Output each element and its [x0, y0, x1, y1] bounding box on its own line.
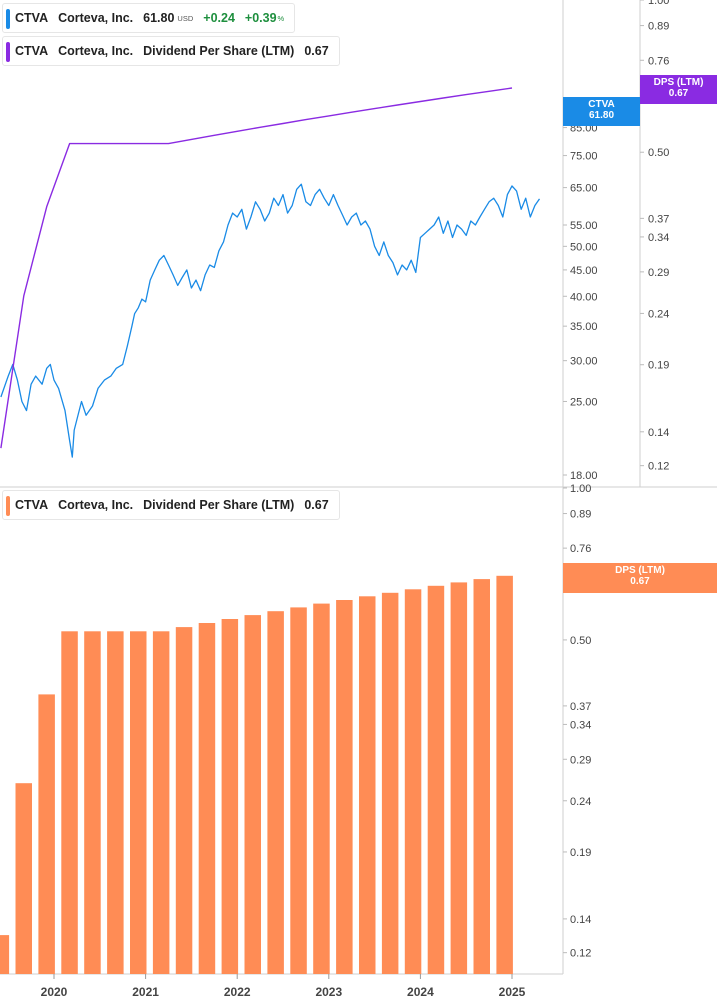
- dps-bottom-flag-label: DPS (LTM): [615, 565, 665, 576]
- legend-price-value: 61.80: [143, 11, 175, 25]
- dps-bar: [38, 694, 55, 974]
- legend-price-change: +0.24: [203, 11, 235, 25]
- legend-price-currency: USD: [177, 13, 194, 23]
- dps-top-axis-tick-label: 0.29: [648, 267, 669, 279]
- x-axis-tick-label: 2025: [499, 985, 526, 999]
- dps-bar: [244, 615, 261, 974]
- dps-top-axis-tick-label: 0.34: [648, 232, 669, 244]
- dps-bar: [473, 579, 490, 974]
- legend-dps-bottom-value: 0.67: [304, 498, 329, 512]
- dps-bar: [152, 631, 170, 974]
- price-axis-tick-label: 65.00: [570, 183, 598, 195]
- dps-bar: [381, 592, 399, 974]
- x-axis-tick-label: 2023: [315, 985, 342, 999]
- dps-bar: [198, 623, 216, 974]
- dps-top-axis-tick-label: 0.89: [648, 21, 669, 33]
- legend-dps-bottom-name: Corteva, Inc.: [58, 498, 134, 512]
- dps-top-axis-tick-label: 0.50: [648, 147, 669, 159]
- legend-price-ticker: CTVA: [15, 11, 49, 25]
- legend-dps-bottom-metric: Dividend Per Share (LTM): [143, 498, 295, 512]
- price-axis-tick-label: 55.00: [570, 220, 598, 232]
- dps-bottom-axis-tick-label: 0.34: [570, 719, 591, 731]
- dps-bar: [336, 600, 353, 974]
- dps-bar: [84, 631, 101, 974]
- price-axis-tick-label: 40.00: [570, 291, 598, 303]
- dps-bar: [15, 783, 32, 974]
- dps-bottom-axis-tick-label: 0.37: [570, 701, 591, 713]
- dps-bottom-axis-tick-label: 0.76: [570, 543, 591, 555]
- legend-dps-top-name: Corteva, Inc.: [58, 44, 134, 58]
- price-axis-tick-label: 35.00: [570, 321, 598, 333]
- dps-bar: [107, 631, 124, 974]
- legend-price-pct-sign: %: [277, 13, 285, 23]
- price-axis-tick-label: 75.00: [570, 151, 598, 163]
- dps-top-axis-tick-label: 0.19: [648, 360, 669, 372]
- dps-top-axis-tick-label: 1.00: [648, 0, 669, 7]
- legend-dps-top-value: 0.67: [304, 44, 329, 58]
- x-axis-tick-label: 2022: [224, 985, 251, 999]
- dps-bottom-axis-tick-label: 0.14: [570, 914, 591, 926]
- price-flag: CTVA 61.80: [563, 97, 640, 126]
- dps-bar: [267, 611, 284, 974]
- dps-bar: [313, 603, 330, 974]
- dps-bar: [404, 589, 422, 974]
- legend-dps-top-ticker: CTVA: [15, 44, 49, 58]
- legend-dps-bottom[interactable]: CTVA Corteva, Inc. Dividend Per Share (L…: [2, 490, 340, 520]
- dps-bottom-flag-value: 0.67: [630, 576, 650, 587]
- legend-dps-bottom-swatch: [6, 496, 10, 516]
- dps-bottom-axis-tick-label: 0.19: [570, 847, 591, 859]
- price-axis-tick-label: 18.00: [570, 470, 598, 482]
- dps-bottom-axis-tick-label: 0.50: [570, 635, 591, 647]
- legend-dps-top[interactable]: CTVA Corteva, Inc. Dividend Per Share (L…: [2, 36, 340, 66]
- legend-dps-top-swatch: [6, 42, 10, 62]
- dps-bar: [427, 585, 445, 974]
- price-flag-label: CTVA: [588, 99, 615, 110]
- dps-bottom-flag: DPS (LTM) 0.67: [563, 563, 717, 593]
- price-axis-tick-label: 25.00: [570, 396, 598, 408]
- x-axis-tick-label: 2020: [41, 985, 68, 999]
- x-axis-tick-label: 2021: [132, 985, 159, 999]
- price-axis-tick-label: 30.00: [570, 356, 598, 368]
- dps-top-axis-tick-label: 0.24: [648, 308, 669, 320]
- x-axis-tick-label: 2024: [407, 985, 434, 999]
- legend-price-swatch: [6, 9, 10, 29]
- dps-bar: [221, 619, 239, 974]
- dps-top-flag: DPS (LTM) 0.67: [640, 75, 717, 104]
- dps-bottom-axis-tick-label: 0.29: [570, 754, 591, 766]
- dps-top-flag-value: 0.67: [668, 88, 689, 99]
- dps-bar: [130, 631, 147, 974]
- dps-bar: [175, 627, 193, 974]
- dps-bar: [61, 631, 78, 974]
- dps-bottom-axis-tick-label: 0.89: [570, 509, 591, 521]
- price-axis-tick-label: 50.00: [570, 241, 598, 253]
- dps-top-axis-tick-label: 0.76: [648, 55, 669, 67]
- dps-top-axis-tick-label: 0.37: [648, 213, 669, 225]
- legend-dps-bottom-ticker: CTVA: [15, 498, 49, 512]
- dps-bar: [450, 582, 468, 974]
- legend-price[interactable]: CTVA Corteva, Inc. 61.80 USD +0.24 +0.39…: [2, 3, 296, 33]
- dps-series-line: [0, 87, 513, 449]
- dps-bar: [496, 575, 513, 974]
- legend-price-name: Corteva, Inc.: [58, 11, 134, 25]
- dps-bar: [290, 607, 307, 974]
- price-flag-value: 61.80: [588, 110, 615, 121]
- dps-bar: [0, 935, 10, 974]
- price-axis-tick-label: 45.00: [570, 265, 598, 277]
- dps-bottom-axis-tick-label: 0.12: [570, 948, 591, 960]
- dps-top-axis-tick-label: 0.14: [648, 427, 669, 439]
- dps-top-axis-tick-label: 0.12: [648, 461, 669, 473]
- legend-dps-top-metric: Dividend Per Share (LTM): [143, 44, 295, 58]
- price-series-line: [0, 183, 541, 458]
- dps-bottom-axis-tick-label: 1.00: [570, 483, 591, 495]
- dps-bottom-axis-tick-label: 0.24: [570, 796, 591, 808]
- dps-bar: [359, 596, 376, 974]
- legend-price-change-pct: +0.39: [244, 11, 277, 25]
- dps-top-flag-label: DPS (LTM): [653, 77, 704, 88]
